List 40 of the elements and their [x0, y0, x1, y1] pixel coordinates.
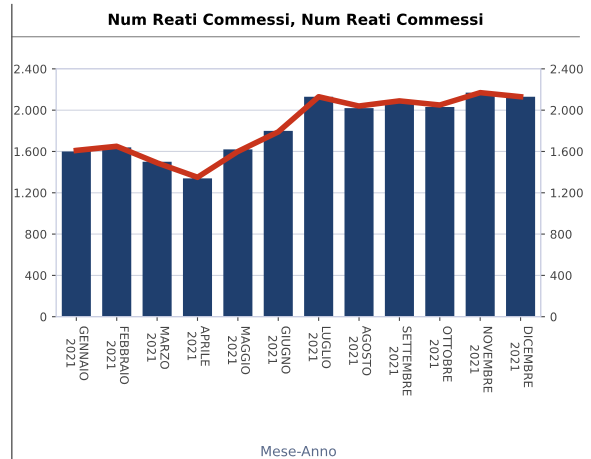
bar: [466, 92, 495, 317]
x-tick-label: GIUGNO 2021: [268, 326, 290, 374]
chart-title: Num Reati Commessi, Num Reati Commessi: [108, 13, 482, 28]
x-tick-label: OTTOBRE 2021: [430, 326, 452, 382]
y2-tick-label: 1.200: [551, 188, 583, 198]
bar: [264, 130, 293, 317]
y2-tick-label: 1.600: [551, 147, 583, 156]
y2-tick-label: 400: [550, 271, 572, 280]
y-tick-label: 800: [25, 230, 46, 239]
x-tick-label: FEBBRAIO 2021: [106, 326, 129, 384]
x-tick-label: SETTEMBRE 2021: [389, 326, 412, 396]
x-tick-label: AGOSTO 2021: [348, 326, 372, 376]
bar: [506, 96, 536, 317]
x-axis-title: Mese-Anno: [262, 446, 336, 456]
x-tick-label: GENNAIO 2021: [66, 326, 88, 380]
y-tick-label: 2.000: [14, 106, 46, 115]
bar: [62, 151, 91, 317]
y-tick-label: 400: [25, 271, 46, 280]
y2-tick-label: 2.000: [550, 106, 583, 115]
bar: [182, 178, 212, 317]
bar: [384, 102, 414, 317]
x-tick-label: LUGLIO 2021: [308, 326, 331, 368]
x-tick-label: MAGGIO 2021: [228, 326, 250, 374]
y-tick-label: 1.200: [14, 188, 46, 198]
bar: [142, 162, 172, 317]
x-tick-label: APRILE 2021: [187, 326, 210, 366]
y-tick-label: 1.600: [14, 147, 46, 156]
bar: [425, 107, 454, 317]
bar: [102, 147, 132, 317]
x-tick-label: MARZO 2021: [147, 326, 170, 369]
bar: [344, 108, 374, 317]
bar: [223, 149, 252, 317]
y-tick-label: 2.400: [14, 64, 46, 74]
x-tick-label: NOVEMBRE 2021: [470, 326, 492, 392]
y2-tick-label: 800: [550, 230, 572, 239]
y-tick-label: 0: [40, 312, 46, 322]
bar: [304, 96, 334, 317]
x-tick-label: DICEMBRE 2021: [510, 326, 533, 388]
y2-tick-label: 2.400: [550, 64, 583, 74]
y2-tick-label: 0: [550, 312, 557, 322]
